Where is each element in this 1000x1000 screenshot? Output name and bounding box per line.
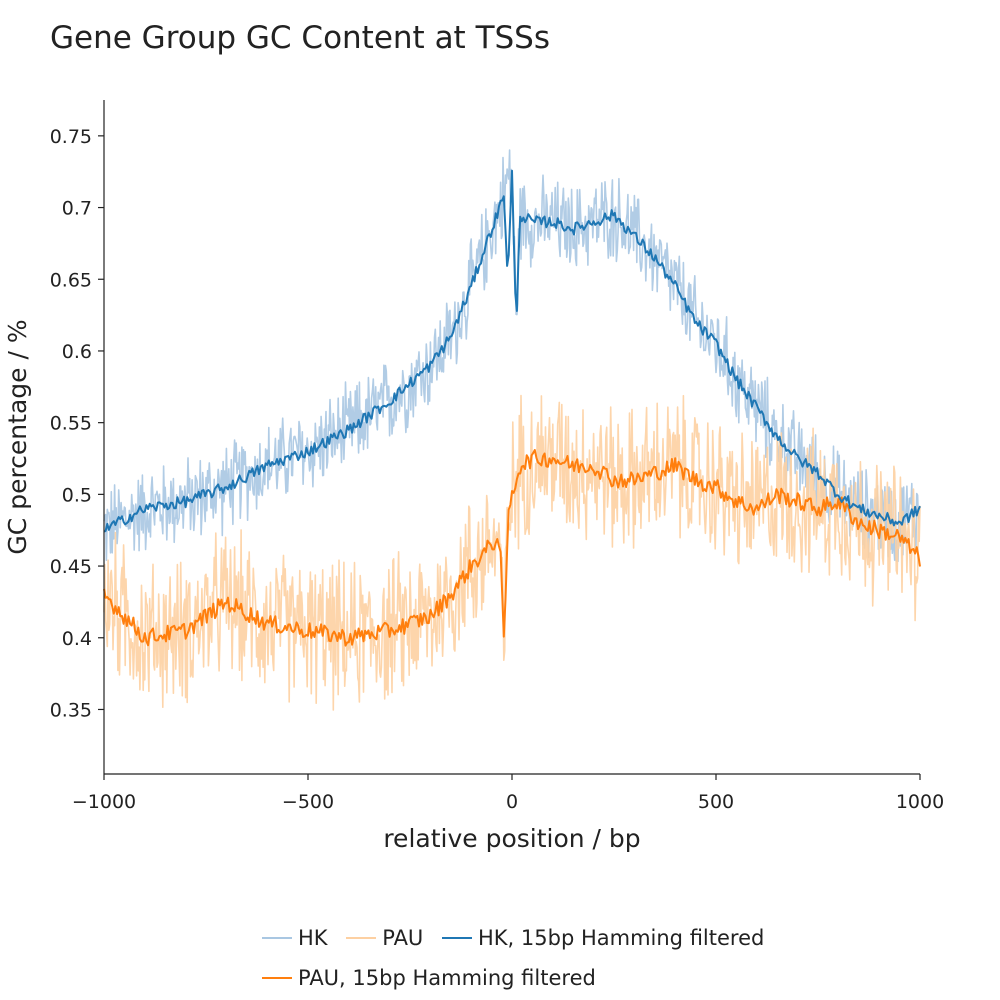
y-tick-label: 0.65 [50, 269, 92, 291]
x-tick-label: −500 [282, 791, 334, 813]
legend-swatch-hk-filtered [442, 937, 472, 939]
series-line-2 [103, 169, 921, 533]
legend-label-hk: HK [298, 926, 328, 950]
x-tick-label: 1000 [896, 791, 944, 813]
legend-swatch-pau [346, 937, 377, 939]
y-tick-label: 0.55 [50, 413, 92, 435]
legend-label-hk-filtered: HK, 15bp Hamming filtered [478, 926, 765, 950]
x-tick-label: 0 [506, 791, 518, 813]
y-tick-label: 0.5 [62, 484, 92, 506]
y-axis-label: GC percentage / % [3, 319, 32, 554]
y-tick-label: 0.7 [62, 198, 92, 220]
y-tick-label: 0.4 [62, 628, 92, 650]
y-ticks: 0.35 0.4 0.45 0.5 0.55 0.6 0.65 0.7 0.75 [50, 126, 104, 721]
legend-item-pau: PAU [346, 921, 423, 955]
legend-item-hk: HK [262, 921, 328, 955]
x-ticks: −1000 −500 0 500 1000 [72, 774, 944, 813]
legend: HK PAU HK, 15bp Hamming filtered PAU, 15… [262, 915, 822, 995]
x-axis-label: relative position / bp [383, 824, 640, 853]
y-tick-label: 0.35 [50, 699, 92, 721]
y-tick-label: 0.45 [50, 556, 92, 578]
legend-swatch-pau-filtered [262, 977, 292, 979]
series-line-3 [103, 449, 921, 647]
legend-label-pau-filtered: PAU, 15bp Hamming filtered [298, 966, 596, 990]
y-tick-label: 0.75 [50, 126, 92, 148]
legend-swatch-hk [262, 937, 292, 939]
x-tick-label: −1000 [72, 791, 136, 813]
series-line-1 [103, 394, 921, 711]
legend-item-pau-filtered: PAU, 15bp Hamming filtered [262, 961, 596, 995]
y-tick-label: 0.6 [62, 341, 92, 363]
legend-item-hk-filtered: HK, 15bp Hamming filtered [442, 921, 764, 955]
series-layer [103, 149, 921, 711]
x-tick-label: 500 [698, 791, 734, 813]
chart-title: Gene Group GC Content at TSSs [50, 20, 551, 56]
legend-label-pau: PAU [382, 926, 424, 950]
